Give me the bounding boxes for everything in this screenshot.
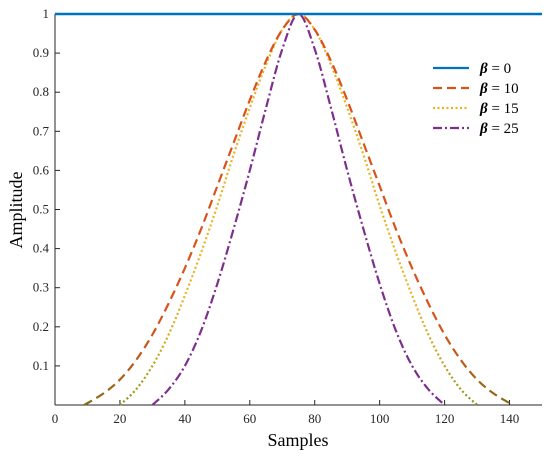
legend-beta-symbol: β bbox=[479, 81, 488, 97]
y-tick-label: 0.7 bbox=[33, 123, 50, 138]
y-tick-label: 0.5 bbox=[33, 202, 49, 217]
legend-beta-symbol: β bbox=[479, 61, 488, 77]
y-tick-label: 0.3 bbox=[33, 280, 49, 295]
legend-value: = 25 bbox=[488, 121, 519, 137]
y-tick-label: 0.2 bbox=[33, 319, 49, 334]
y-axis-title: Amplitude bbox=[6, 171, 26, 248]
series-layer bbox=[55, 12, 542, 406]
legend-beta-symbol: β bbox=[479, 101, 488, 117]
series-line-1 bbox=[83, 12, 514, 406]
x-tick-label: 140 bbox=[500, 411, 520, 426]
series-line-2 bbox=[119, 12, 478, 406]
legend-label-2: β = 15 bbox=[479, 101, 519, 117]
x-tick-label: 60 bbox=[243, 411, 256, 426]
x-ticks: 0 20 40 60 80 100 120 140 bbox=[52, 400, 520, 426]
y-ticks: 0.1 0.2 0.3 0.4 0.5 0.6 0.7 0.8 0.9 1 bbox=[33, 6, 60, 373]
legend-value: = 15 bbox=[488, 101, 519, 117]
legend: β = 0β = 10β = 15β = 25 bbox=[433, 61, 519, 137]
legend-beta-symbol: β bbox=[479, 121, 488, 137]
series-line-3 bbox=[151, 12, 446, 406]
legend-value: = 0 bbox=[488, 61, 511, 77]
y-tick-label: 0.8 bbox=[33, 84, 49, 99]
legend-value: = 10 bbox=[488, 81, 519, 97]
x-tick-label: 40 bbox=[178, 411, 191, 426]
x-tick-label: 120 bbox=[435, 411, 455, 426]
y-tick-label: 0.1 bbox=[33, 358, 49, 373]
legend-label-1: β = 10 bbox=[479, 81, 519, 97]
legend-label-3: β = 25 bbox=[479, 121, 519, 137]
y-tick-label: 1 bbox=[43, 6, 50, 21]
y-tick-label: 0.9 bbox=[33, 45, 49, 60]
y-tick-label: 0.4 bbox=[33, 241, 50, 256]
y-tick-label: 0.6 bbox=[33, 162, 50, 177]
x-tick-label: 80 bbox=[308, 411, 321, 426]
x-tick-label: 0 bbox=[52, 411, 59, 426]
legend-label-0: β = 0 bbox=[479, 61, 511, 77]
x-axis-title: Samples bbox=[268, 430, 329, 450]
x-tick-label: 100 bbox=[370, 411, 390, 426]
x-tick-label: 20 bbox=[113, 411, 126, 426]
